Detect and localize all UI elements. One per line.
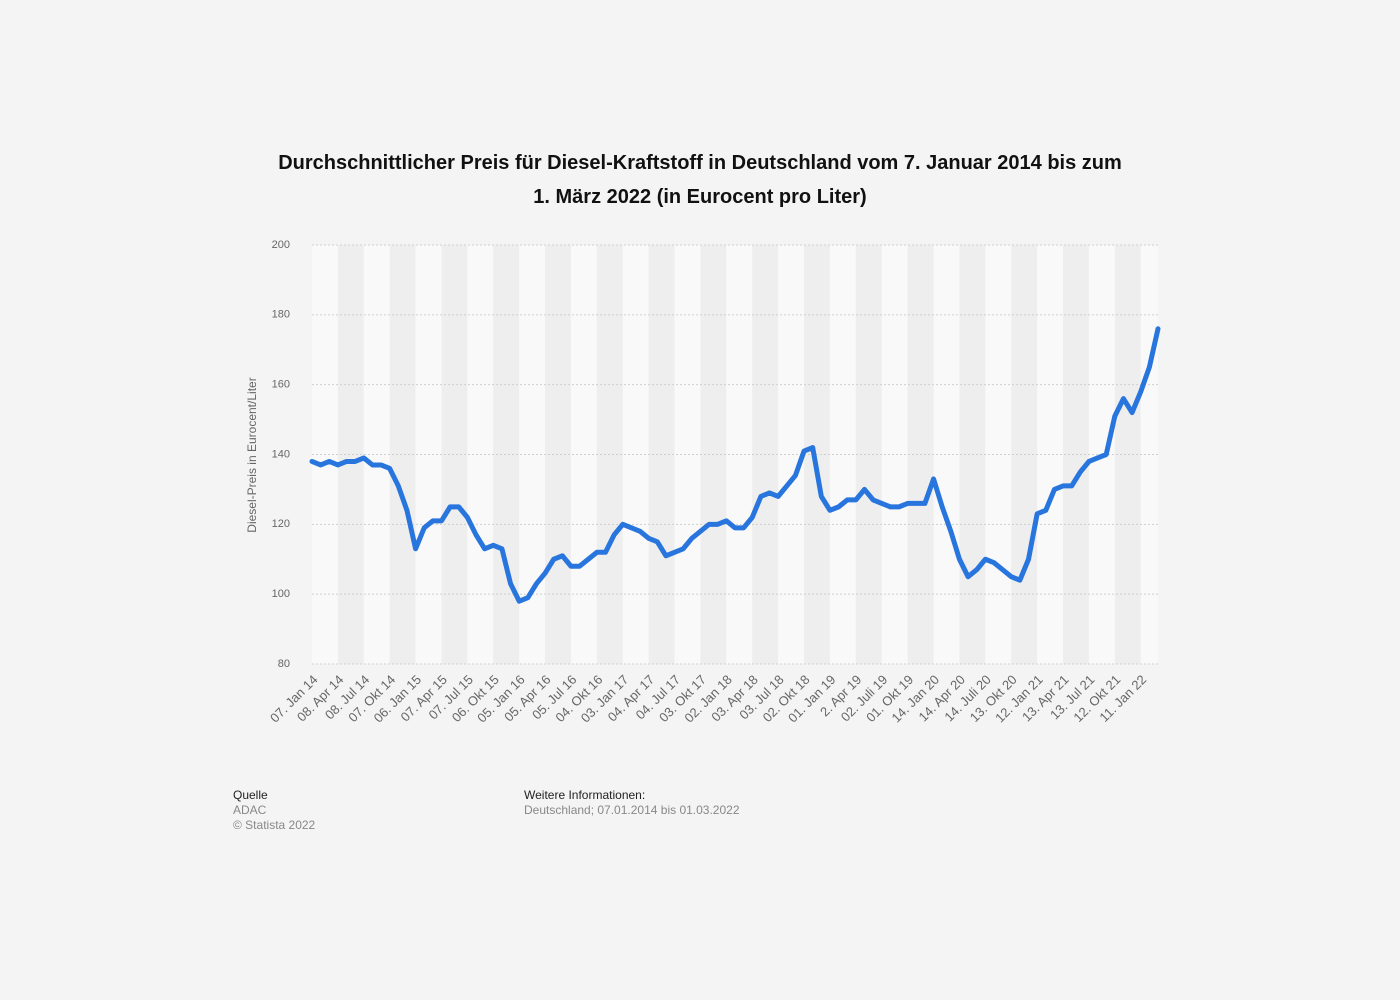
y-tick-label: 180 — [272, 309, 290, 321]
plot-band — [389, 245, 416, 664]
info-heading: Weitere Informationen: — [524, 788, 646, 802]
y-tick-label: 140 — [272, 448, 290, 460]
plot-band — [881, 245, 908, 664]
copyright: © Statista 2022 — [233, 818, 316, 832]
y-axis-label: Diesel-Preis in Eurocent/Liter — [245, 377, 259, 532]
plot-band — [778, 245, 805, 664]
y-tick-label: 80 — [278, 658, 290, 670]
y-tick-label: 200 — [272, 239, 290, 251]
info-text: Deutschland; 07.01.2014 bis 01.03.2022 — [524, 803, 740, 817]
plot-band — [829, 245, 856, 664]
source: Quelle ADAC © Statista 2022 — [233, 788, 315, 833]
data-line — [309, 326, 1161, 604]
plot-band — [726, 245, 753, 664]
info: Weitere Informationen: Deutschland; 07.0… — [524, 788, 740, 818]
plot-band — [337, 245, 364, 664]
y-tick-label: 160 — [272, 379, 290, 391]
y-tick-label: 100 — [272, 588, 290, 600]
source-name: ADAC — [233, 803, 267, 817]
y-tick-label: 120 — [272, 518, 290, 530]
source-heading: Quelle — [233, 788, 268, 802]
chart-title: Durchschnittlicher Preis für Diesel-Kraf… — [278, 152, 1122, 208]
